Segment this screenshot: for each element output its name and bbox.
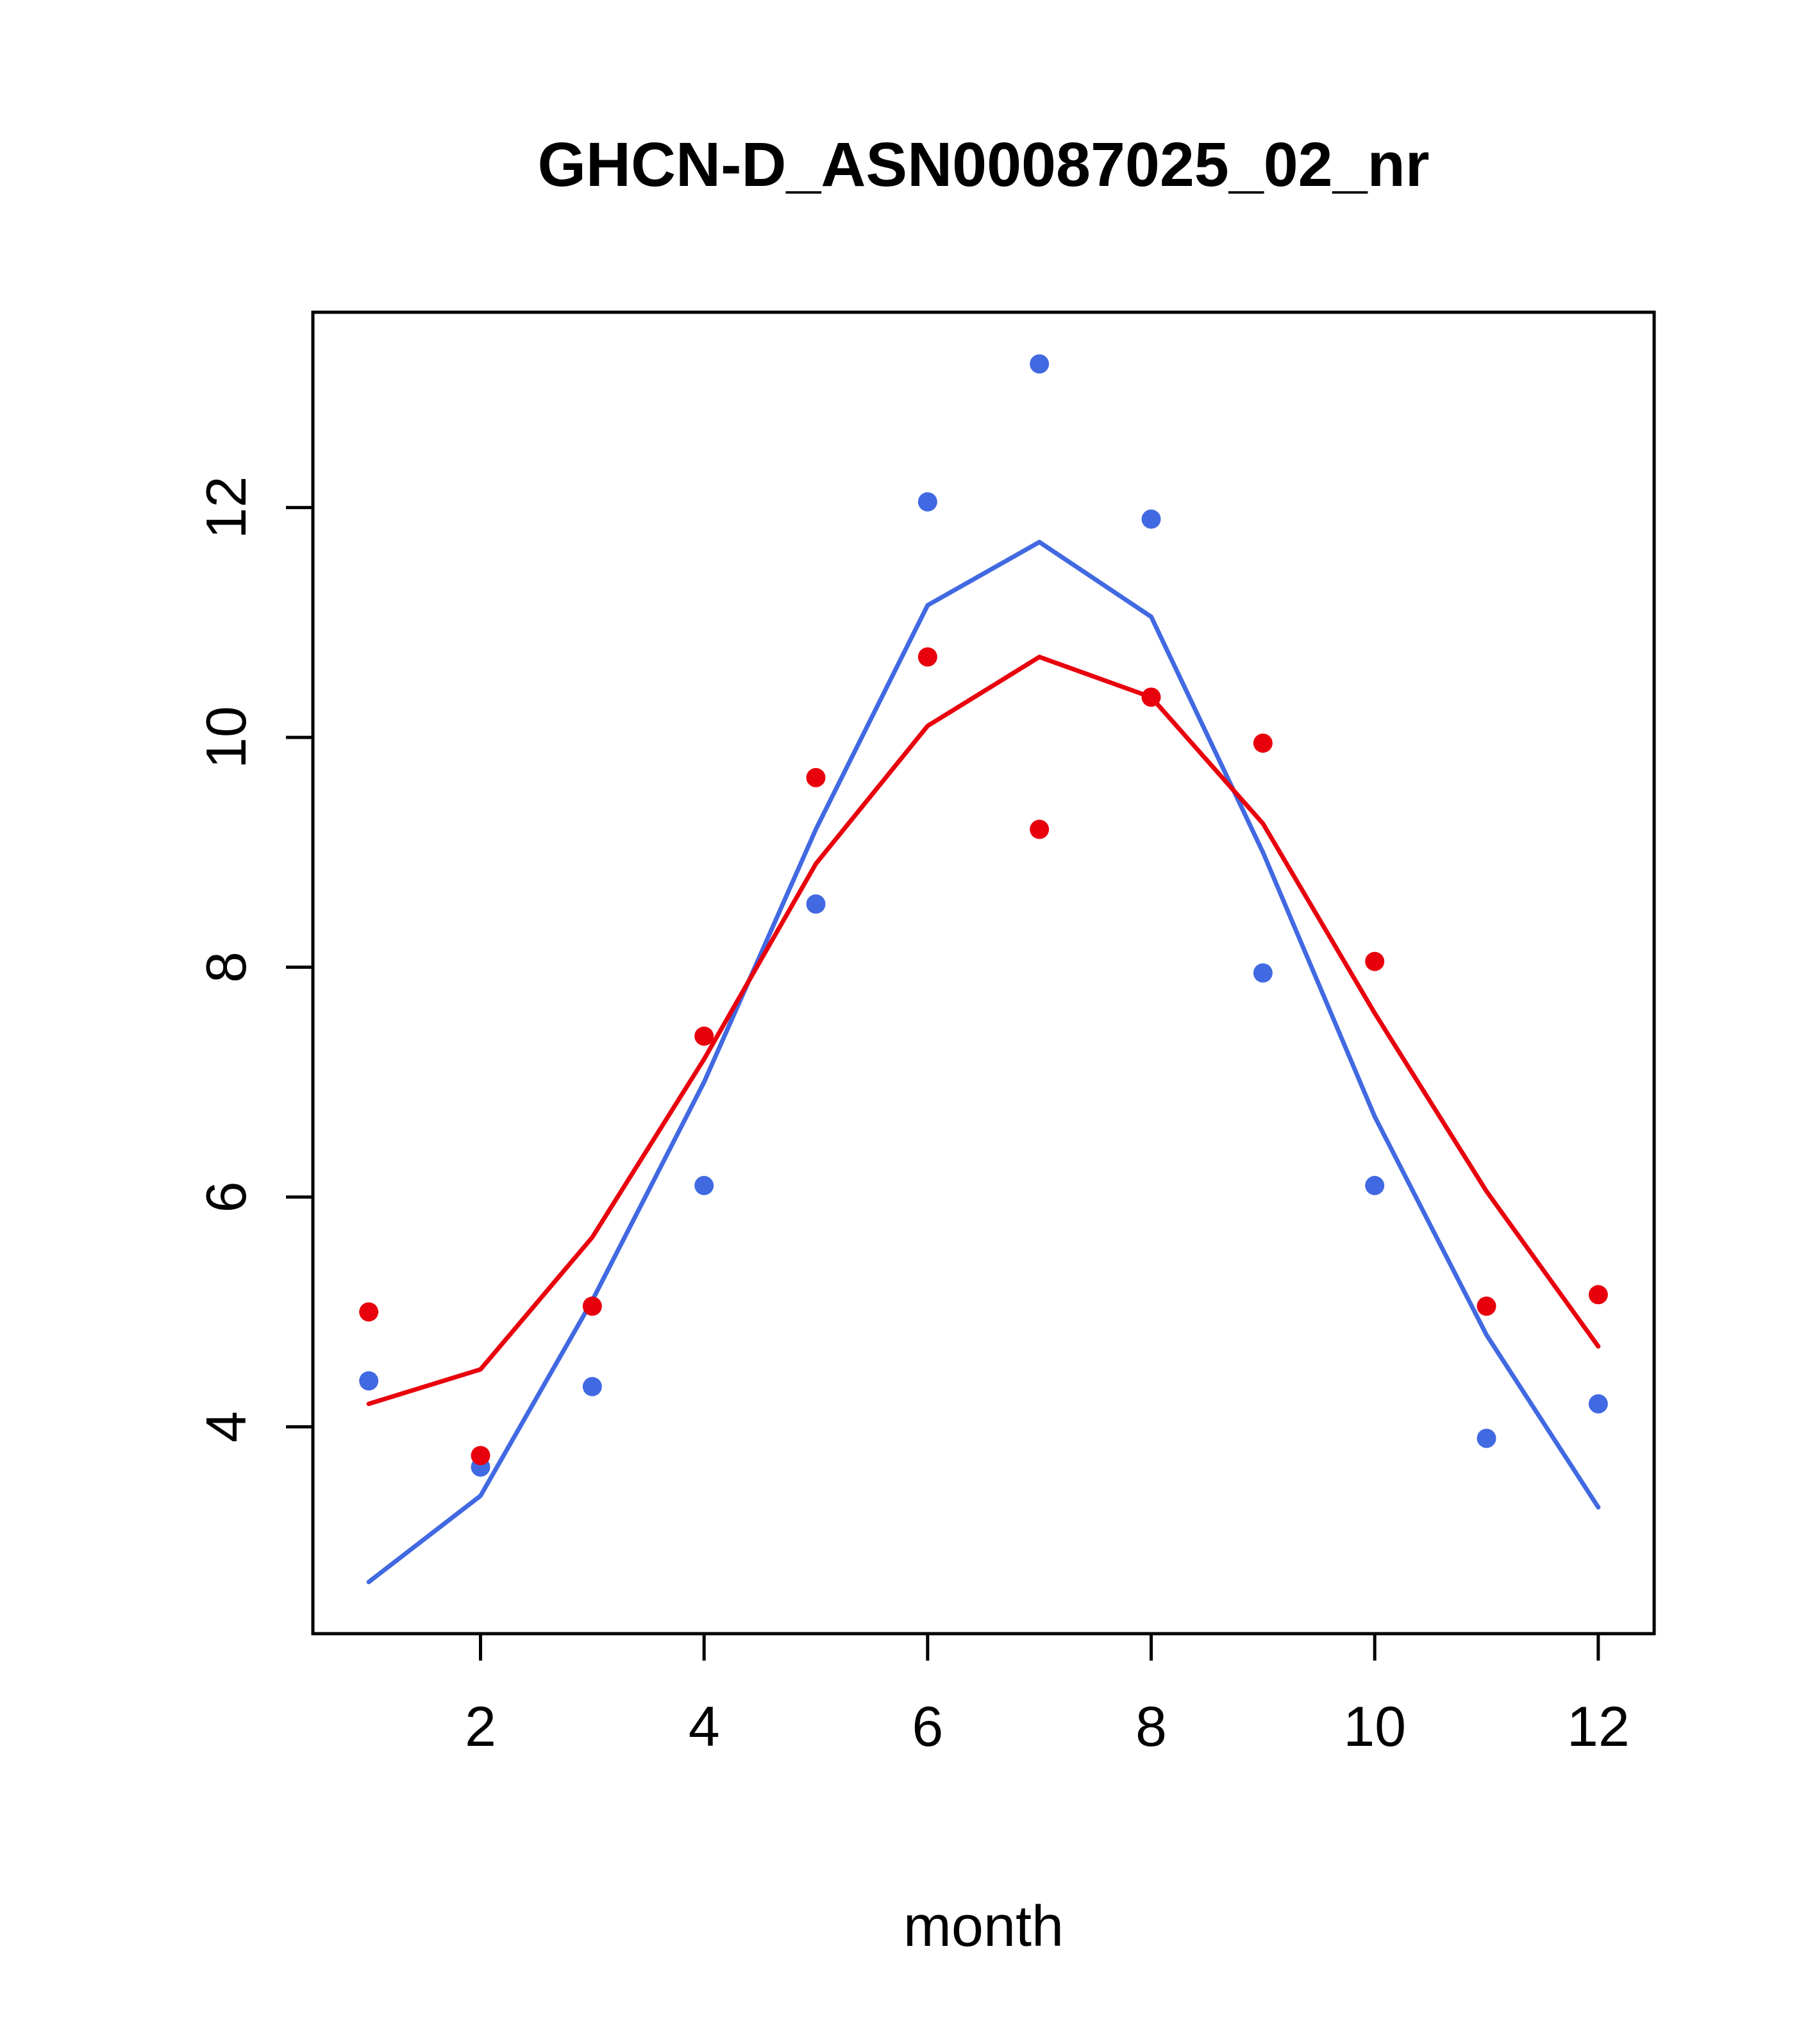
plot-box: [311, 310, 1656, 1636]
blue-points-marker: [1030, 354, 1050, 374]
red-points-marker: [694, 1026, 714, 1046]
y-tick-label: 8: [194, 951, 258, 983]
y-axis: 4 6 8 10 12: [194, 476, 313, 1443]
y-tick-label: 10: [194, 706, 258, 769]
y-tick-label: 6: [194, 1181, 258, 1212]
blue-points-marker: [582, 1377, 602, 1396]
red-points-marker: [1141, 687, 1161, 707]
red-line: [366, 655, 1601, 1407]
x-tick-label: 6: [912, 1695, 943, 1758]
red-points-marker: [359, 1302, 379, 1322]
red-points-marker: [806, 767, 826, 787]
x-axis: 2 4 6 8 10 12: [465, 1634, 1630, 1758]
blue-points-marker: [1365, 1176, 1385, 1196]
blue-points-marker: [359, 1371, 379, 1391]
x-tick-label: 12: [1567, 1695, 1630, 1758]
blue-points-marker: [1477, 1428, 1496, 1448]
red-points-marker: [1253, 733, 1273, 753]
red-points-marker: [917, 647, 937, 667]
x-tick-label: 8: [1135, 1695, 1167, 1758]
blue-points-marker: [1588, 1394, 1608, 1414]
y-tick-label: 12: [194, 476, 258, 539]
x-tick-label: 2: [465, 1695, 496, 1758]
series-lines: [366, 539, 1601, 1584]
blue-points-marker: [1253, 963, 1273, 983]
x-tick-label: 10: [1343, 1695, 1406, 1758]
blue-points-marker: [1141, 509, 1161, 529]
series-points: [359, 354, 1608, 1477]
x-axis-label: month: [903, 1895, 1064, 1959]
blue-points-marker: [694, 1176, 714, 1196]
red-points-marker: [582, 1296, 602, 1316]
red-points-marker: [1030, 819, 1050, 839]
y-tick-label: 4: [194, 1411, 258, 1443]
red-points-marker: [1588, 1285, 1608, 1305]
x-tick-label: 4: [689, 1695, 720, 1758]
blue-points-marker: [917, 492, 937, 512]
red-points-marker: [471, 1446, 490, 1466]
blue-line: [366, 539, 1601, 1584]
blue-points-marker: [806, 894, 826, 914]
red-points-marker: [1365, 951, 1385, 971]
chart-title: GHCN-D_ASN00087025_02_nr: [537, 130, 1429, 199]
red-points-marker: [1477, 1296, 1496, 1316]
